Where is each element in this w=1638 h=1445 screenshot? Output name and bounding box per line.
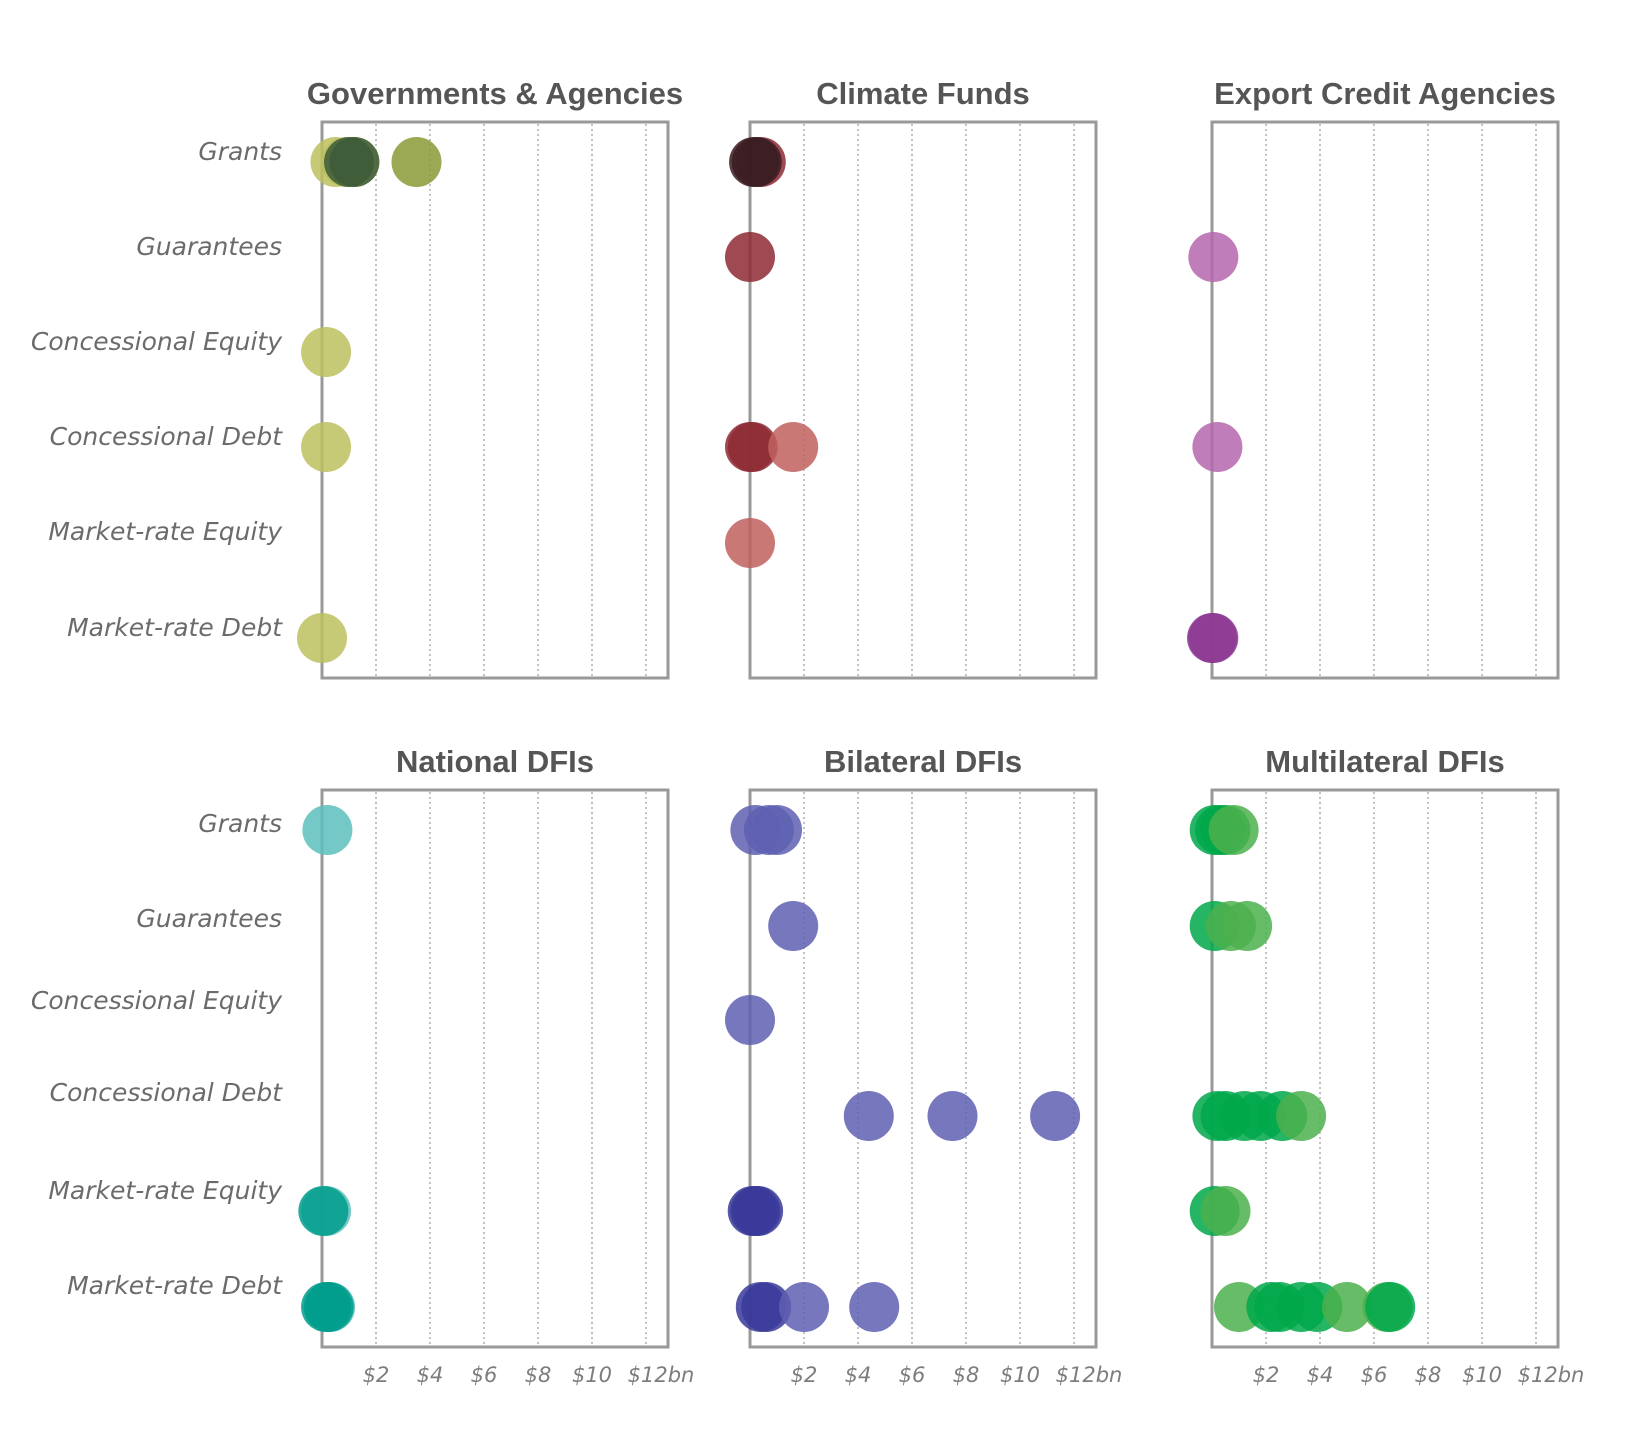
x-tick-label: $4 bbox=[417, 1363, 444, 1387]
x-tick-label: $6 bbox=[471, 1363, 498, 1387]
data-point-guarantees bbox=[725, 232, 775, 282]
data-point-concessional-debt bbox=[768, 422, 819, 472]
data-point-grants bbox=[752, 805, 802, 855]
data-point-guarantees bbox=[768, 901, 819, 951]
data-point-market-rate-debt bbox=[297, 613, 347, 663]
row-label-market-rate-equity: Market-rate Equity bbox=[48, 517, 283, 546]
panel-frame bbox=[320, 788, 670, 1349]
panel-climate-funds: Climate Funds bbox=[725, 76, 1098, 680]
panel-frame bbox=[1210, 788, 1560, 1349]
x-tick-label: $12bn bbox=[1056, 1363, 1123, 1387]
x-tick-label: $2 bbox=[1253, 1363, 1280, 1387]
panel-title: Export Credit Agencies bbox=[1214, 76, 1556, 111]
row-label-guarantees: Guarantees bbox=[136, 232, 282, 261]
data-point-concessional-debt bbox=[727, 422, 778, 472]
x-tick-label: $2 bbox=[791, 1363, 818, 1387]
panel-frame bbox=[1210, 120, 1560, 680]
data-point-concessional-debt bbox=[1192, 422, 1243, 472]
x-tick-label: $12bn bbox=[1518, 1363, 1585, 1387]
panel-governments-and-agencies: Governments & Agencies bbox=[297, 76, 683, 680]
row-label-market-rate-debt: Market-rate Debt bbox=[67, 613, 283, 642]
data-point-market-rate-equity bbox=[298, 1186, 349, 1236]
row-label-market-rate-debt: Market-rate Debt bbox=[67, 1271, 283, 1300]
x-tick-label: $6 bbox=[899, 1363, 926, 1387]
panel-frame bbox=[748, 120, 1098, 680]
x-tick-label: $4 bbox=[1307, 1363, 1334, 1387]
panel-frame bbox=[320, 120, 670, 680]
panel-title: Governments & Agencies bbox=[307, 76, 683, 111]
data-point-grants bbox=[329, 137, 380, 187]
data-point-market-rate-debt bbox=[849, 1282, 900, 1332]
row-label-grants: Grants bbox=[198, 137, 282, 166]
data-point-concessional-debt bbox=[1276, 1091, 1327, 1141]
data-point-market-rate-debt bbox=[779, 1282, 829, 1332]
panel-title: Bilateral DFIs bbox=[824, 744, 1022, 779]
data-point-concessional-debt bbox=[1030, 1091, 1081, 1141]
data-point-market-rate-equity bbox=[725, 518, 775, 568]
panel-multilateral-dfis: Multilateral DFIs $2 $4 $6 $8 $10 $12bn bbox=[1189, 744, 1585, 1387]
x-tick-label: $8 bbox=[953, 1363, 980, 1387]
panel-national-dfis: National DFIs $2 $4 $6 $8 $10 $12bn bbox=[298, 744, 694, 1387]
x-tick-label: $4 bbox=[845, 1363, 872, 1387]
panel-title: Multilateral DFIs bbox=[1265, 744, 1504, 779]
row-label-concessional-equity: Concessional Equity bbox=[31, 986, 283, 1015]
data-point-grants bbox=[731, 137, 782, 187]
data-point-concessional-equity bbox=[725, 995, 775, 1045]
row-label-guarantees: Guarantees bbox=[136, 904, 282, 933]
data-point-grants bbox=[302, 805, 353, 855]
x-tick-label: $8 bbox=[525, 1363, 552, 1387]
data-point-market-rate-debt bbox=[1365, 1282, 1416, 1332]
data-point-concessional-equity bbox=[301, 327, 352, 377]
x-tick-label: $2 bbox=[363, 1363, 390, 1387]
data-point-grants bbox=[391, 137, 442, 187]
panel-title: National DFIs bbox=[396, 744, 594, 779]
data-point-market-rate-equity bbox=[1200, 1186, 1251, 1236]
data-point-grants bbox=[1208, 805, 1259, 855]
data-point-concessional-debt bbox=[927, 1091, 978, 1141]
data-point-market-rate-debt bbox=[1188, 613, 1239, 663]
row-label-concessional-equity: Concessional Equity bbox=[31, 327, 283, 356]
row-label-concessional-debt: Concessional Debt bbox=[50, 1078, 284, 1107]
data-point-market-rate-debt bbox=[1322, 1282, 1372, 1332]
data-point-market-rate-debt bbox=[303, 1282, 354, 1332]
panel-title: Climate Funds bbox=[816, 76, 1030, 111]
row-label-grants: Grants bbox=[198, 809, 282, 838]
panel-frame bbox=[748, 788, 1098, 1349]
x-tick-label: $8 bbox=[1415, 1363, 1442, 1387]
x-tick-label: $10 bbox=[1462, 1363, 1502, 1387]
data-point-concessional-debt bbox=[843, 1091, 894, 1141]
data-point-market-rate-equity bbox=[733, 1186, 784, 1236]
panel-export-credit-agencies: Export Credit Agencies bbox=[1187, 76, 1560, 680]
data-point-guarantees bbox=[1222, 901, 1273, 951]
x-tick-label: $6 bbox=[1361, 1363, 1388, 1387]
data-point-concessional-debt bbox=[301, 422, 352, 472]
x-tick-label: $12bn bbox=[628, 1363, 695, 1387]
row-label-concessional-debt: Concessional Debt bbox=[50, 422, 284, 451]
row-label-market-rate-equity: Market-rate Equity bbox=[48, 1176, 283, 1205]
data-point-guarantees bbox=[1188, 232, 1239, 282]
x-tick-label: $10 bbox=[572, 1363, 612, 1387]
panel-bilateral-dfis: Bilateral DFIs $2 $4 $6 $8 $10 $12bn bbox=[725, 744, 1122, 1387]
x-tick-label: $10 bbox=[1000, 1363, 1040, 1387]
data-point-market-rate-debt bbox=[741, 1282, 792, 1332]
